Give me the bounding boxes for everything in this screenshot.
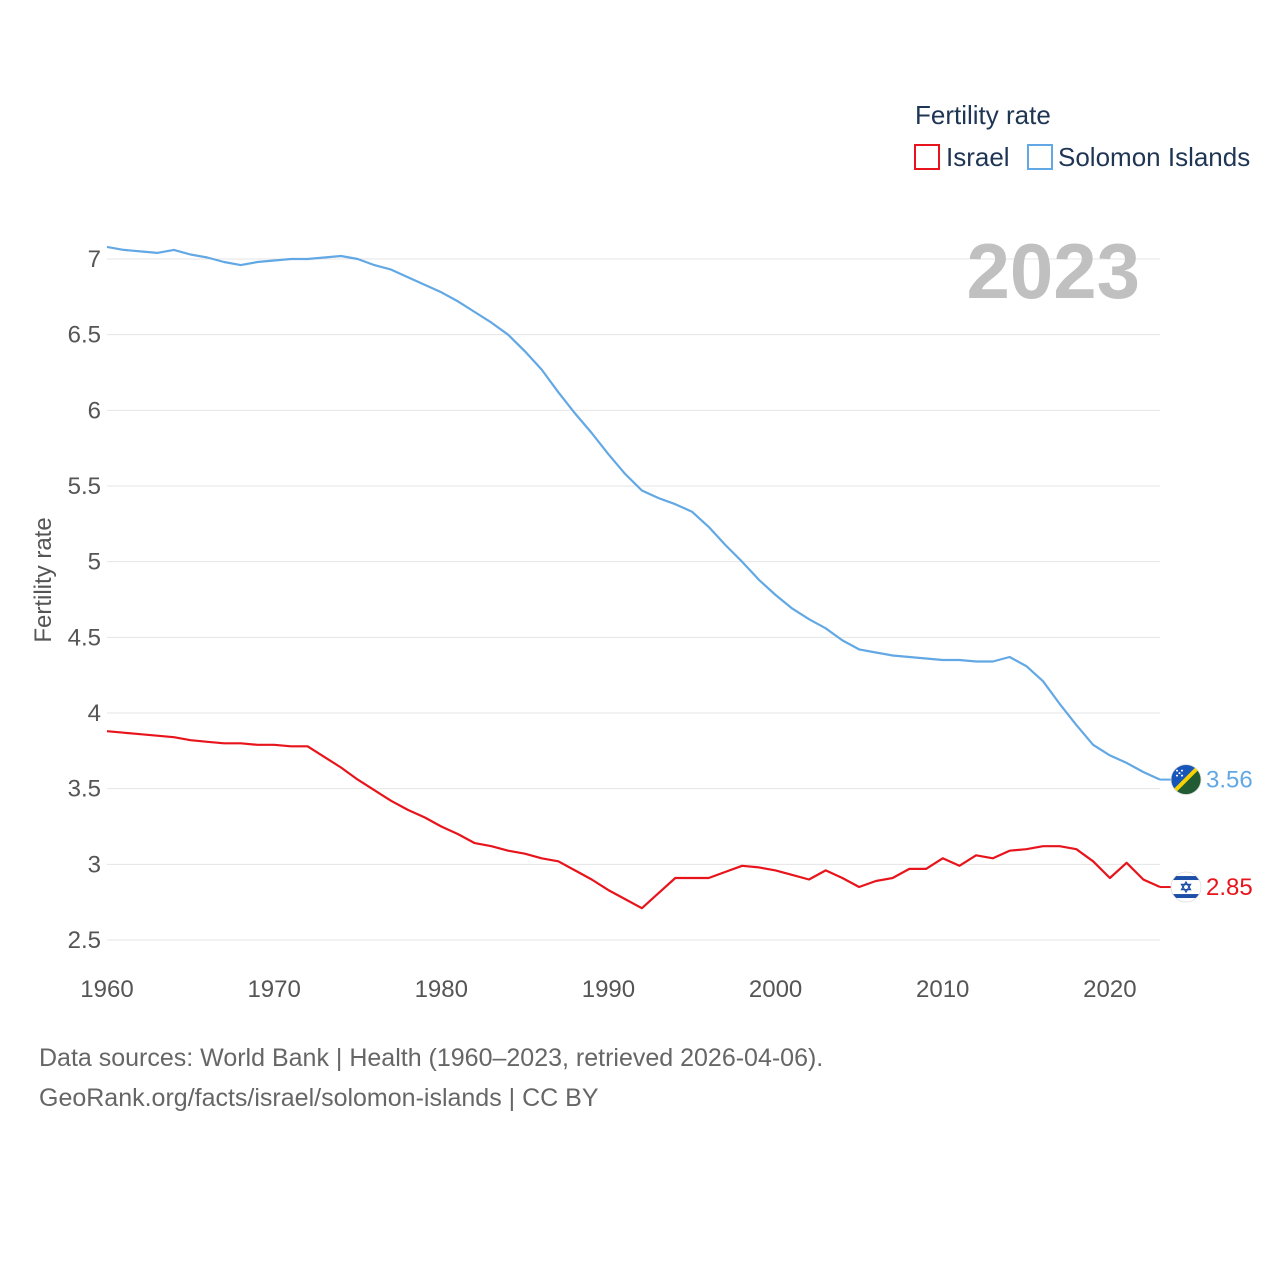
legend-item-solomon-islands[interactable]: Solomon Islands <box>1027 142 1250 172</box>
x-tick-label: 1980 <box>415 976 468 1003</box>
y-tick-label: 4.5 <box>68 624 101 651</box>
x-axis: 1960 1970 1980 1990 2000 2010 2020 <box>80 976 1136 1003</box>
series-lines <box>106 245 1161 910</box>
gridlines <box>107 258 1160 941</box>
footer-attribution[interactable]: GeoRank.org/facts/israel/solomon-islands… <box>39 1084 599 1112</box>
end-markers: 2.85 3.56 <box>1160 764 1253 903</box>
legend: Fertility rate Israel Solomon Islands <box>914 100 1250 172</box>
end-value-label-solomon-islands: 3.56 <box>1206 767 1253 794</box>
x-tick-label: 2010 <box>916 976 969 1003</box>
y-tick-label: 6 <box>88 397 101 424</box>
y-tick-label: 3.5 <box>68 776 101 803</box>
series-line-israel <box>106 730 1161 910</box>
x-tick-label: 1960 <box>80 976 133 1003</box>
x-tick-label: 2000 <box>749 976 802 1003</box>
y-axis-label: Fertility rate <box>30 517 57 642</box>
israel-flag-icon <box>1160 871 1202 903</box>
legend-label-solomon-islands: Solomon Islands <box>1058 142 1250 172</box>
legend-title: Fertility rate <box>915 100 1051 130</box>
x-tick-label: 1970 <box>247 976 300 1003</box>
legend-item-israel[interactable]: Israel <box>914 142 1010 172</box>
solomon-islands-flag-icon <box>1160 764 1202 795</box>
y-tick-label: 2.5 <box>68 927 101 954</box>
legend-label-israel: Israel <box>946 142 1010 172</box>
end-value-label-israel: 2.85 <box>1206 874 1253 901</box>
line-chart: 2.5 3 3.5 4 4.5 5 5.5 6 6.5 7 1960 1970 1980 1990 200… <box>30 100 1253 1003</box>
year-label: 2023 <box>966 227 1140 315</box>
y-tick-label: 4 <box>88 700 101 727</box>
y-tick-label: 3 <box>88 851 101 878</box>
y-axis: 2.5 3 3.5 4 4.5 5 5.5 6 6.5 7 <box>68 246 101 954</box>
legend-swatch-israel <box>914 144 940 170</box>
y-tick-label: 5.5 <box>68 473 101 500</box>
x-tick-label: 2020 <box>1083 976 1136 1003</box>
y-tick-label: 6.5 <box>68 322 101 349</box>
y-tick-label: 5 <box>88 549 101 576</box>
series-line-solomon-islands <box>106 245 1161 781</box>
footer-sources: Data sources: World Bank | Health (1960–… <box>39 1044 824 1072</box>
legend-swatch-solomon-islands <box>1027 144 1053 170</box>
x-tick-label: 1990 <box>582 976 635 1003</box>
y-tick-label: 7 <box>88 246 101 273</box>
